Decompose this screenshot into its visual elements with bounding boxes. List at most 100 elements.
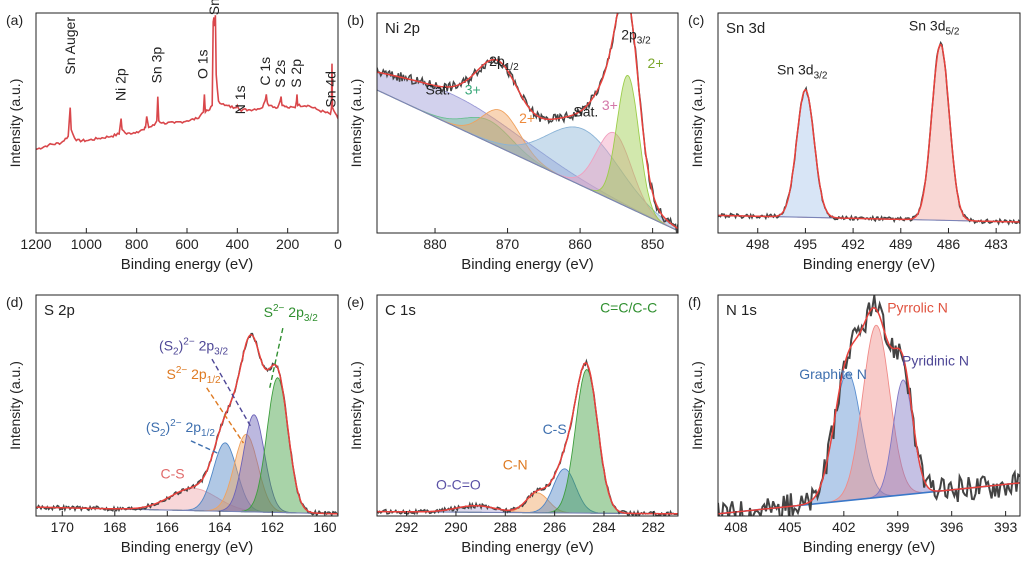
x-tick-label: 286 xyxy=(543,519,567,535)
x-tick-label: 288 xyxy=(494,519,518,535)
x-tick-label: 162 xyxy=(261,519,285,535)
x-tick-label: 0 xyxy=(334,236,342,252)
peak-0 xyxy=(718,89,1020,223)
y-axis-label: Intensity (a.u.) xyxy=(348,79,364,168)
peak-label: O-C=O xyxy=(436,476,481,492)
fit-envelope-line xyxy=(718,43,1020,223)
panel-title: S 2p xyxy=(44,302,75,319)
peak-label: C=C/C-C xyxy=(600,300,657,316)
x-axis-label: Binding energy (eV) xyxy=(803,539,936,556)
panel-letter: (f) xyxy=(688,294,701,310)
y-axis-label: Intensity (a.u.) xyxy=(689,361,705,450)
x-tick-label: 164 xyxy=(208,519,232,535)
raw-data-line xyxy=(377,358,678,516)
baseline xyxy=(377,89,678,232)
peak-label: S2− 2p1/2 xyxy=(167,365,222,386)
peak-label: Sn 3p xyxy=(148,47,164,84)
peak-label: Pyrrolic N xyxy=(887,300,948,316)
fit-envelope-line xyxy=(377,13,678,230)
raw-data-line xyxy=(718,295,1020,516)
x-tick-label: 850 xyxy=(641,236,665,252)
plot-area xyxy=(377,13,678,233)
x-tick-label: 600 xyxy=(175,236,199,252)
x-axis-label: Binding energy (eV) xyxy=(121,539,254,556)
leader-line xyxy=(269,327,284,388)
panel-title: C 1s xyxy=(385,302,416,319)
x-tick-label: 282 xyxy=(642,519,666,535)
peak-label: Sn 3d5/2 xyxy=(909,18,960,38)
plot-frame xyxy=(376,12,679,234)
x-tick-label: 200 xyxy=(276,236,300,252)
panel-letter: (b) xyxy=(347,12,364,28)
x-tick-label: 483 xyxy=(984,236,1008,252)
peak-label: 2+ xyxy=(519,110,535,126)
panel-b: 880 870 860 850 Binding energy (eV) Intensity… xyxy=(347,12,679,273)
x-tick-label: 880 xyxy=(423,236,447,252)
leader-line xyxy=(190,440,221,455)
peak-1 xyxy=(718,324,1020,515)
x-tick-label: 1000 xyxy=(71,236,102,252)
fit-envelope-line xyxy=(36,333,338,515)
x-tick-label: 402 xyxy=(832,519,856,535)
panel-d: 170 168 166 164 162 160 Binding energy (eV) Int… xyxy=(6,294,339,556)
peak-label: Sat. xyxy=(425,81,450,97)
leader-line xyxy=(206,387,245,444)
peak-label: Sn 3d3/2 xyxy=(777,62,828,82)
peak-label: Pyridinic N xyxy=(902,353,969,369)
peak-1 xyxy=(718,43,1020,223)
peak-label: Sn 3d xyxy=(206,0,222,15)
leader-line xyxy=(211,358,252,428)
x-tick-label: 160 xyxy=(313,519,337,535)
peak-label: 2p1/2 xyxy=(489,53,519,73)
x-axis-label: Binding energy (eV) xyxy=(803,256,936,273)
x-tick-label: 870 xyxy=(496,236,520,252)
peak-label: Graphite N xyxy=(799,366,867,382)
fit-envelope-line xyxy=(377,362,678,515)
y-axis-label: Intensity (a.u.) xyxy=(348,361,364,450)
x-axis-label: Binding energy (eV) xyxy=(461,539,594,556)
panel-letter: (a) xyxy=(6,12,23,28)
peak-label: 3+ xyxy=(465,81,481,97)
panel-letter: (d) xyxy=(6,294,23,310)
plot-area xyxy=(718,40,1020,226)
plot-frame xyxy=(376,294,679,517)
plot-area xyxy=(36,332,338,516)
peak-label: 2+ xyxy=(648,55,664,71)
plot-area xyxy=(36,15,338,151)
peak-label: Ni 2p xyxy=(112,68,128,101)
y-axis-label: Intensity (a.u.) xyxy=(7,79,23,168)
plot-frame xyxy=(35,12,339,234)
x-tick-label: 393 xyxy=(994,519,1018,535)
plot-area xyxy=(377,358,678,516)
peak-label: S2− 2p3/2 xyxy=(264,303,319,324)
x-tick-label: 290 xyxy=(444,519,468,535)
survey-spectrum-line xyxy=(36,15,338,151)
peak-label: C 1s xyxy=(257,57,273,86)
raw-data-line xyxy=(718,40,1020,226)
panel-c: 498 495 492 489 486 483 Binding energy (eV) Int… xyxy=(688,12,1021,273)
peak-label: (S2)2− 2p3/2 xyxy=(159,336,228,357)
x-tick-label: 168 xyxy=(103,519,127,535)
panel-title: Sn 3d xyxy=(726,20,765,37)
panel-e: 292 290 288 286 284 282 Binding energy (eV) Int… xyxy=(347,294,679,556)
x-tick-label: 1200 xyxy=(20,236,51,252)
x-tick-label: 166 xyxy=(156,519,180,535)
fit-envelope-line xyxy=(718,307,1020,515)
x-tick-label: 405 xyxy=(778,519,802,535)
x-tick-label: 800 xyxy=(125,236,149,252)
peak-label: Sat. xyxy=(573,103,598,119)
panel-title: Ni 2p xyxy=(385,20,420,37)
x-tick-label: 495 xyxy=(794,236,818,252)
x-tick-label: 396 xyxy=(940,519,964,535)
peak-label: N 1s xyxy=(232,85,248,114)
x-tick-label: 860 xyxy=(568,236,592,252)
peak-3 xyxy=(377,368,678,515)
plot-area xyxy=(718,295,1020,516)
x-tick-label: 489 xyxy=(889,236,913,252)
x-axis-label: Binding energy (eV) xyxy=(461,256,594,273)
y-axis-label: Intensity (a.u.) xyxy=(689,79,705,168)
peak-label: O 1s xyxy=(195,49,211,79)
peak-label: 3+ xyxy=(602,97,618,113)
peak-label: Sn 4d xyxy=(322,71,338,108)
